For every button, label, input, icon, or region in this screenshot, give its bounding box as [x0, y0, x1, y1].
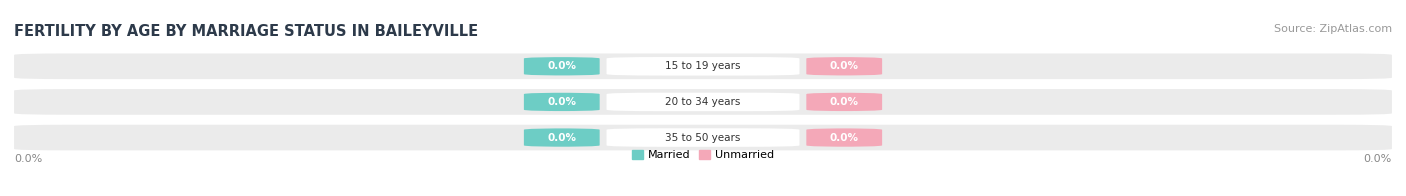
FancyBboxPatch shape — [606, 57, 800, 75]
Text: 0.0%: 0.0% — [830, 132, 859, 142]
FancyBboxPatch shape — [806, 93, 882, 111]
Text: 0.0%: 0.0% — [830, 61, 859, 71]
FancyBboxPatch shape — [524, 128, 599, 147]
FancyBboxPatch shape — [14, 89, 1392, 115]
Text: 35 to 50 years: 35 to 50 years — [665, 132, 741, 142]
Text: 0.0%: 0.0% — [1364, 154, 1392, 164]
FancyBboxPatch shape — [524, 57, 599, 75]
Text: 0.0%: 0.0% — [547, 132, 576, 142]
Text: 0.0%: 0.0% — [830, 97, 859, 107]
FancyBboxPatch shape — [806, 57, 882, 75]
Text: 0.0%: 0.0% — [14, 154, 42, 164]
Text: 0.0%: 0.0% — [547, 61, 576, 71]
Text: Source: ZipAtlas.com: Source: ZipAtlas.com — [1274, 24, 1392, 34]
Text: 20 to 34 years: 20 to 34 years — [665, 97, 741, 107]
FancyBboxPatch shape — [606, 93, 800, 111]
Text: 15 to 19 years: 15 to 19 years — [665, 61, 741, 71]
FancyBboxPatch shape — [14, 54, 1392, 79]
FancyBboxPatch shape — [14, 125, 1392, 150]
Legend: Married, Unmarried: Married, Unmarried — [627, 145, 779, 165]
FancyBboxPatch shape — [524, 93, 599, 111]
Text: FERTILITY BY AGE BY MARRIAGE STATUS IN BAILEYVILLE: FERTILITY BY AGE BY MARRIAGE STATUS IN B… — [14, 24, 478, 39]
Text: 0.0%: 0.0% — [547, 97, 576, 107]
FancyBboxPatch shape — [606, 128, 800, 147]
FancyBboxPatch shape — [806, 128, 882, 147]
